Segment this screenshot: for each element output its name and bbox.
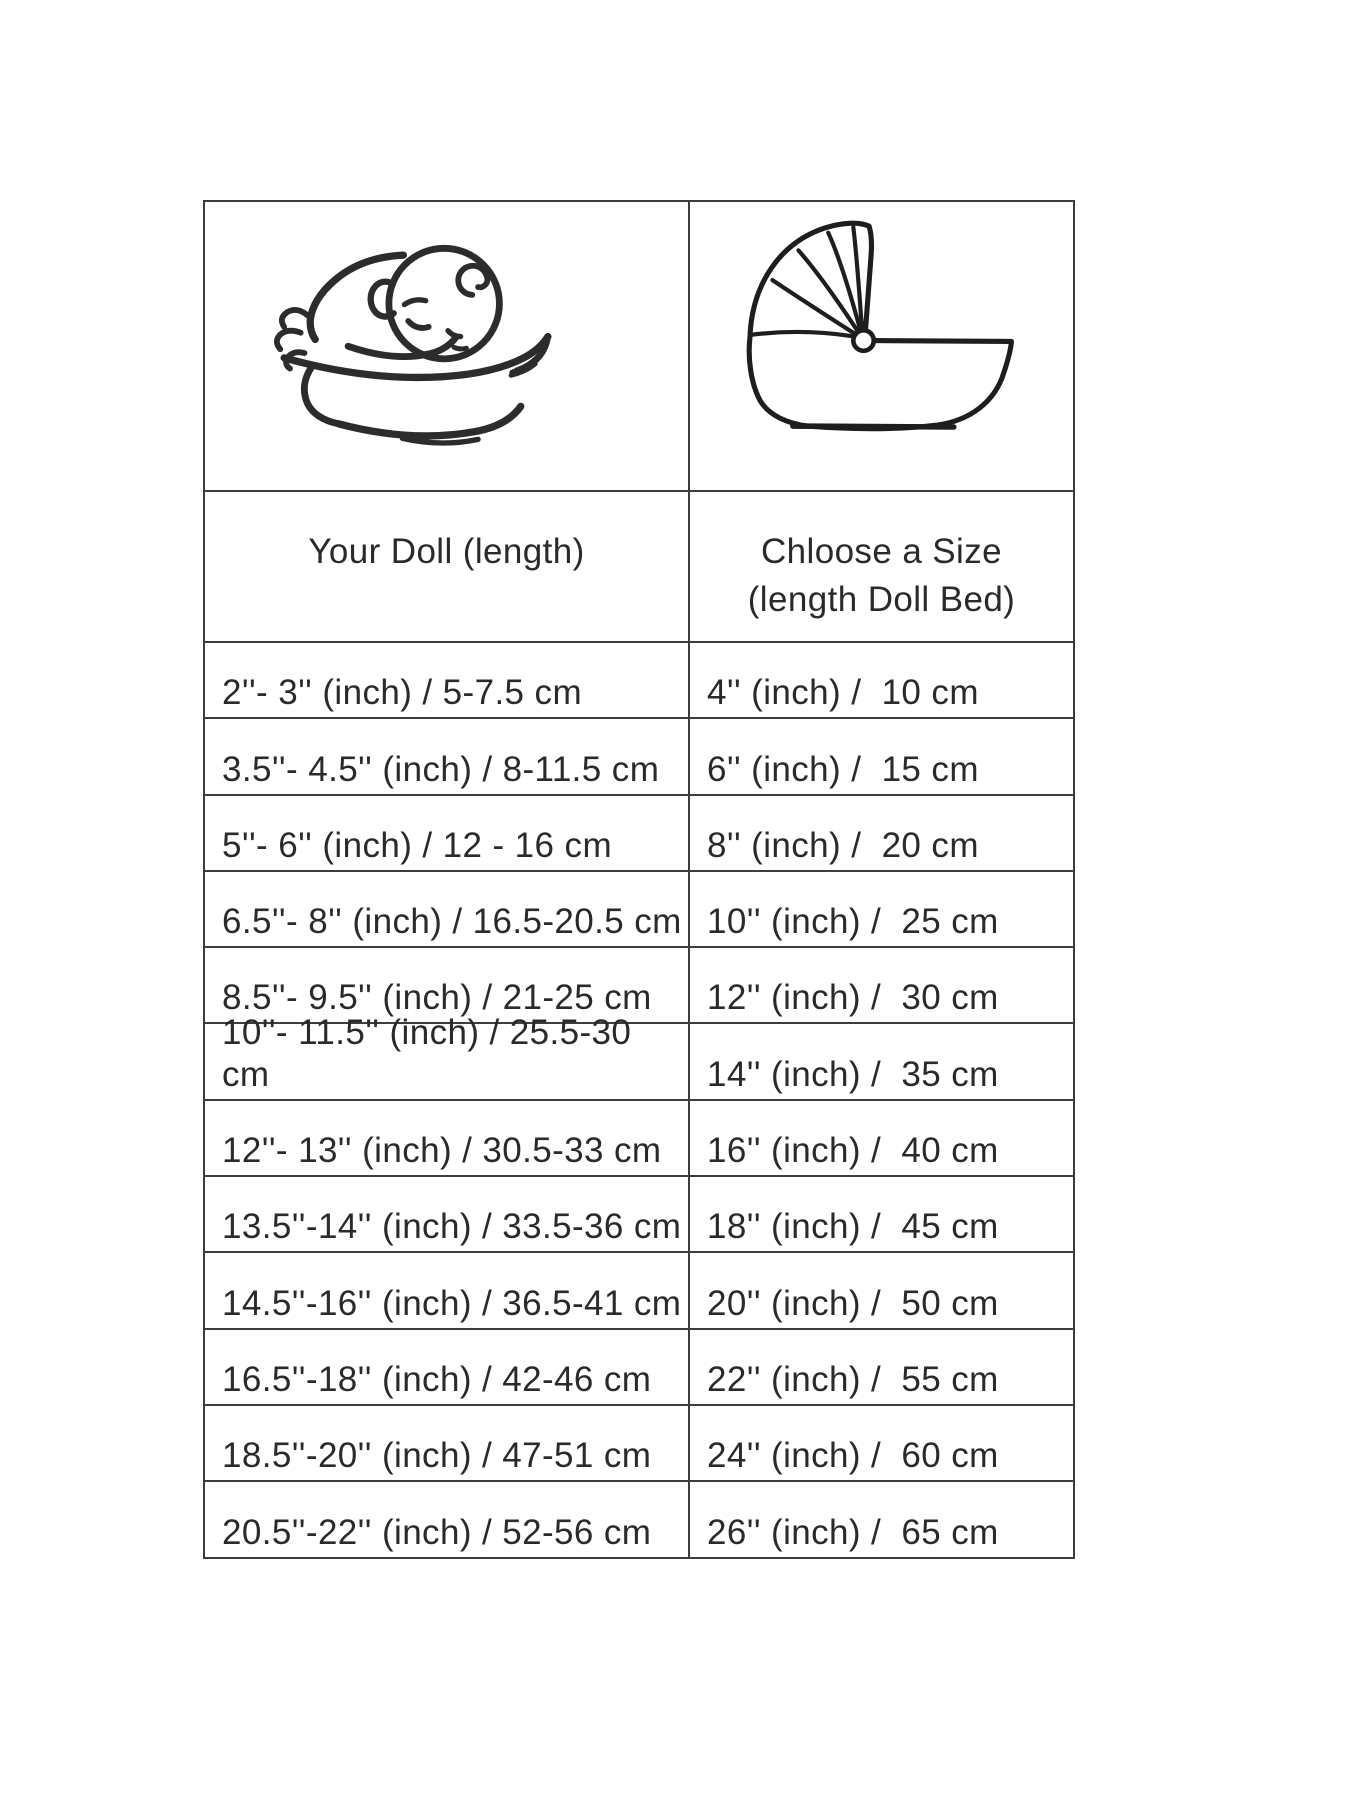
- baby-on-hand-icon: [273, 244, 552, 446]
- doll-image-cell: [205, 202, 688, 490]
- bed-size-value: 10'' (inch) / 25 cm: [707, 902, 999, 942]
- doll-size-value: 12''- 13'' (inch) / 30.5-33 cm: [222, 1131, 662, 1171]
- bed-size-cell: 8'' (inch) / 20 cm: [688, 793, 1073, 870]
- bed-size-value: 20'' (inch) / 50 cm: [707, 1283, 999, 1323]
- bed-size-cell: 20'' (inch) / 50 cm: [688, 1251, 1073, 1328]
- bed-image-cell: [688, 202, 1073, 490]
- doll-size-value: 10''- 11.5'' (inch) / 25.5-30 cm: [222, 1012, 642, 1094]
- bed-size-cell: 10'' (inch) / 25 cm: [688, 869, 1073, 947]
- doll-size-value: 14.5''-16'' (inch) / 36.5-41 cm: [222, 1283, 682, 1323]
- doll-size-cell: 20.5''-22'' (inch) / 52-56 cm: [205, 1480, 688, 1557]
- doll-size-cell: 18.5''-20'' (inch) / 47-51 cm: [205, 1403, 688, 1481]
- doll-bed-size-table: Your Doll (length) Chloose a Size (lengt…: [203, 200, 1075, 1559]
- bed-size-cell: 26'' (inch) / 65 cm: [688, 1480, 1073, 1557]
- doll-size-value: 8.5''- 9.5'' (inch) / 21-25 cm: [222, 978, 652, 1018]
- doll-size-cell: 8.5''- 9.5'' (inch) / 21-25 cm: [205, 946, 688, 1023]
- doll-size-cell: 10''- 11.5'' (inch) / 25.5-30 cm: [205, 1013, 688, 1099]
- doll-size-cell: 13.5''-14'' (inch) / 33.5-36 cm: [205, 1175, 688, 1252]
- bed-size-cell: 16'' (inch) / 40 cm: [688, 1098, 1073, 1176]
- bed-size-value: 14'' (inch) / 35 cm: [707, 1054, 999, 1094]
- doll-size-value: 16.5''-18'' (inch) / 42-46 cm: [222, 1359, 652, 1399]
- doll-size-value: 6.5''- 8'' (inch) / 16.5-20.5 cm: [222, 902, 682, 942]
- bed-size-value: 8'' (inch) / 20 cm: [707, 825, 979, 865]
- doll-size-value: 13.5''-14'' (inch) / 33.5-36 cm: [222, 1207, 682, 1247]
- doll-size-value: 20.5''-22'' (inch) / 52-56 cm: [222, 1512, 652, 1552]
- doll-size-value: 3.5''- 4.5'' (inch) / 8-11.5 cm: [222, 749, 660, 789]
- bed-size-cell: 24'' (inch) / 60 cm: [688, 1403, 1073, 1481]
- doll-size-cell: 14.5''-16'' (inch) / 36.5-41 cm: [205, 1251, 688, 1328]
- bed-size-value: 18'' (inch) / 45 cm: [707, 1207, 999, 1247]
- doll-column-header: Your Doll (length): [205, 490, 688, 641]
- bed-size-cell: 12'' (inch) / 30 cm: [688, 946, 1073, 1023]
- bed-size-value: 22'' (inch) / 55 cm: [707, 1359, 999, 1399]
- doll-size-value: 2''- 3'' (inch) / 5-7.5 cm: [222, 673, 583, 713]
- bed-size-cell: 18'' (inch) / 45 cm: [688, 1175, 1073, 1252]
- doll-size-cell: 3.5''- 4.5'' (inch) / 8-11.5 cm: [205, 717, 688, 794]
- bed-size-value: 6'' (inch) / 15 cm: [707, 749, 979, 789]
- doll-size-cell: 6.5''- 8'' (inch) / 16.5-20.5 cm: [205, 869, 688, 947]
- doll-column-header-label: Your Doll (length): [308, 532, 585, 571]
- doll-size-value: 5''- 6'' (inch) / 12 - 16 cm: [222, 825, 612, 865]
- bed-size-value: 4'' (inch) / 10 cm: [707, 673, 979, 713]
- doll-size-cell: 12''- 13'' (inch) / 30.5-33 cm: [205, 1098, 688, 1176]
- bed-column-header-label: Chloose a Size (length Doll Bed): [747, 532, 1016, 619]
- doll-size-cell: 5''- 6'' (inch) / 12 - 16 cm: [205, 793, 688, 870]
- bed-size-value: 26'' (inch) / 65 cm: [707, 1512, 999, 1552]
- bed-size-cell: 14'' (inch) / 35 cm: [688, 1022, 1073, 1099]
- bed-size-value: 16'' (inch) / 40 cm: [707, 1131, 999, 1171]
- bed-size-cell: 4'' (inch) / 10 cm: [688, 641, 1073, 718]
- bed-column-header: Chloose a Size (length Doll Bed): [688, 490, 1073, 641]
- bed-size-value: 12'' (inch) / 30 cm: [707, 978, 999, 1018]
- doll-size-cell: 2''- 3'' (inch) / 5-7.5 cm: [205, 641, 688, 718]
- bed-size-cell: 6'' (inch) / 15 cm: [688, 717, 1073, 794]
- bassinet-icon: [746, 220, 1014, 431]
- bed-size-value: 24'' (inch) / 60 cm: [707, 1436, 999, 1476]
- doll-size-value: 18.5''-20'' (inch) / 47-51 cm: [222, 1436, 652, 1476]
- doll-size-cell: 16.5''-18'' (inch) / 42-46 cm: [205, 1327, 688, 1404]
- bed-size-cell: 22'' (inch) / 55 cm: [688, 1327, 1073, 1404]
